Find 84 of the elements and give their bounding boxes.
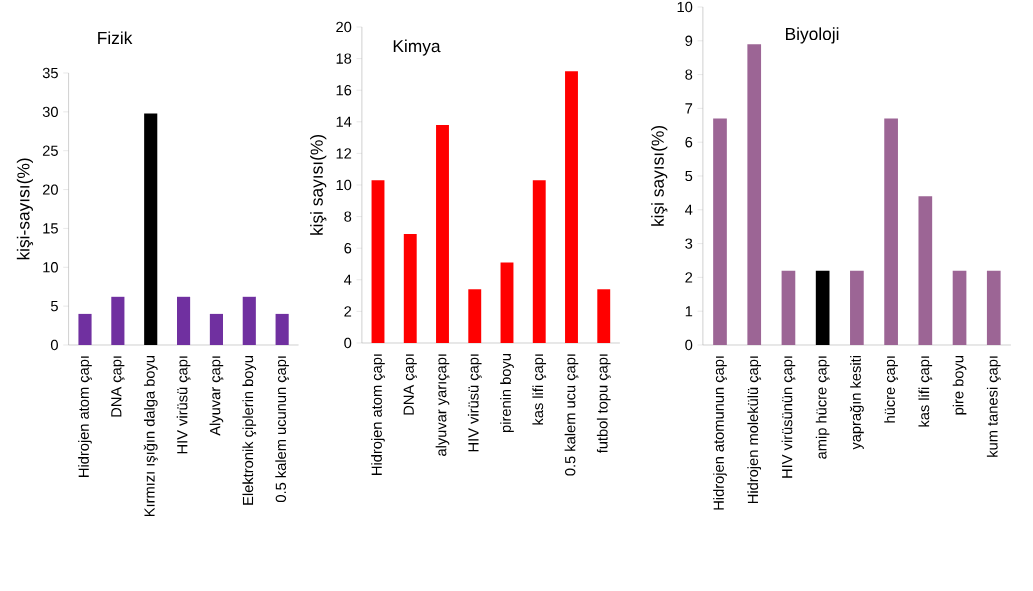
bar [371,180,385,343]
bar [565,71,578,343]
x-tick-label: kas lifi çapı [532,354,547,425]
y-tick-label: 18 [336,53,352,64]
y-tick-label: 30 [42,106,58,118]
chart-title: Fizik [98,31,133,44]
x-tick-label: hücre çapı [884,356,898,423]
y-tick-label: 10 [677,1,693,13]
y-tick-label: 15 [43,223,58,234]
x-tick-label: Hidrojen atomunun çapı [713,356,727,510]
x-tick-label: Alyuvar çapı [209,356,224,436]
bar [144,113,158,345]
y-tick-label: 8 [344,211,352,222]
bar [532,180,546,343]
bar [403,233,417,343]
y-tick-label: 20 [42,184,58,195]
y-tick-label: 10 [336,179,352,191]
bar [177,296,191,345]
y-tick-label: 20 [336,21,352,33]
y-tick-label: 0 [50,339,58,351]
x-tick-label: 0.5 kalem ucunun çapı [275,356,290,503]
y-tick-label: 9 [685,35,693,46]
x-tick-label: Hidrojen atom çapı [78,356,92,477]
y-tick-label: 4 [685,204,693,215]
y-tick-label: 25 [42,145,58,156]
x-tick-label: pire boyu [952,356,967,415]
x-tick-label: alyuvar yarıçapı [435,354,450,456]
x-tick-label: yaprağın kesiti [849,356,864,450]
y-axis-title: kişi sayısı(%) [310,135,327,235]
y-tick-label: 5 [685,170,693,182]
x-tick-label: pirenin boyu [500,354,514,432]
bar [781,270,796,345]
x-tick-label: HIV virüsü çapı [467,354,482,452]
y-axis-title: kişi-sayısı(%) [16,158,34,260]
bar [111,296,125,345]
y-tick-label: 2 [685,272,693,283]
text: Biyoloji [786,27,839,44]
y-tick-label: 1 [685,306,693,317]
y-tick-label: 3 [685,238,693,249]
x-tick-label: futbol topu çapı [596,354,611,454]
x-tick-label: DNA çapı [111,356,125,417]
bar [436,124,449,343]
bar [78,313,92,345]
y-tick-label: 7 [685,103,693,114]
y-tick-label: 35 [42,67,58,79]
text: Kimya [393,39,441,56]
bar [815,270,830,345]
bar [986,270,1001,345]
bar [918,196,933,345]
x-tick-label: Hidrojen atom çapı [371,354,385,475]
y-axis-title: kişi sayısı(%) [651,126,668,226]
x-tick-label: HIV virüsünün çapı [781,356,796,478]
y-tick-label: 10 [43,262,58,273]
bar [884,118,898,345]
y-tick-label: 14 [336,116,352,127]
bar [275,313,289,345]
y-tick-label: 0 [344,337,352,349]
x-tick-label: Hidrojen molekülü çapı [747,356,762,503]
bar [850,270,864,345]
y-tick-label: 6 [685,137,693,148]
x-tick-label: Kırmızı ışığın dalga boyu [143,356,158,517]
bar [747,44,762,345]
x-tick-label: HIV virüsü çapı [176,356,191,454]
x-tick-label: amip hücre çapı [815,356,830,459]
x-tick-label: 0.5 kalem ucu çapı [564,354,579,476]
x-tick-label: DNA çapı [403,354,417,415]
y-tick-label: 5 [50,301,58,312]
bar [952,270,967,345]
y-tick-label: 12 [336,148,352,159]
bar [597,289,611,343]
bar [713,118,727,345]
x-tick-label: kum tanesi çapı [986,356,1001,457]
bar [500,262,514,343]
y-tick-label: 8 [685,69,693,80]
bar [242,296,256,345]
x-tick-label: kas lifi çapı [918,356,933,427]
y-tick-label: 16 [336,85,352,96]
y-tick-label: 6 [344,243,352,254]
y-tick-label: 0 [685,339,693,351]
bar [209,313,223,345]
y-tick-label: 4 [344,274,352,285]
bar [468,289,482,343]
x-tick-label: Elektronik çiplerin boyu [242,356,257,505]
y-tick-label: 2 [344,306,352,317]
